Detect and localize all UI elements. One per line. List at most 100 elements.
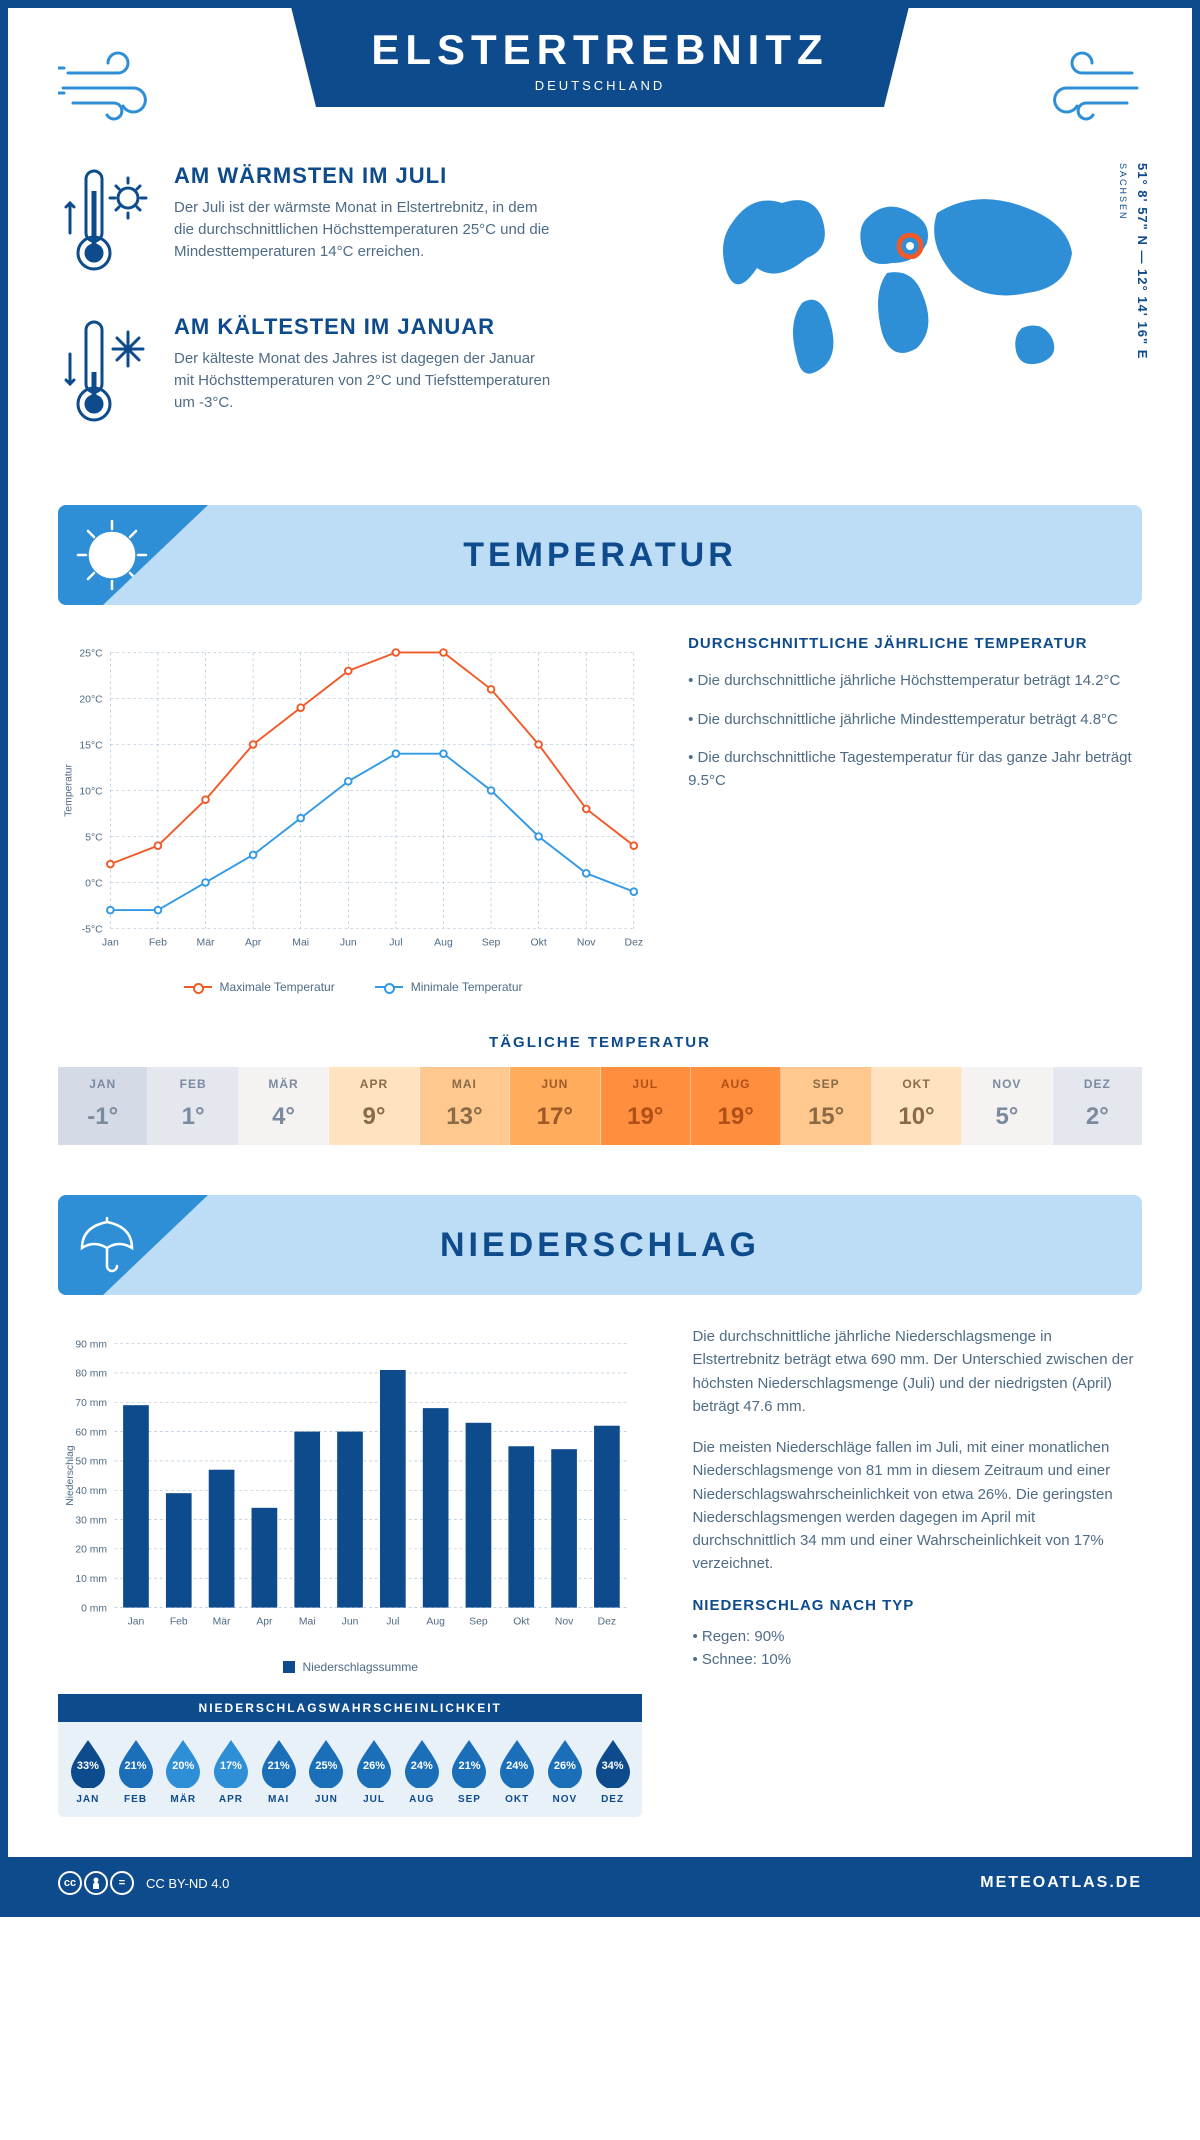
prob-month-label: OKT — [496, 1794, 538, 1805]
precip-chart-legend: Niederschlagssumme — [58, 1660, 642, 1674]
wind-icon-right — [1022, 38, 1142, 133]
svg-text:50 mm: 50 mm — [75, 1457, 107, 1468]
svg-text:Nov: Nov — [555, 1617, 574, 1628]
svg-text:Mai: Mai — [299, 1617, 316, 1628]
prob-drop: 25% — [305, 1736, 347, 1788]
temperature-section-bar: TEMPERATUR — [58, 505, 1142, 605]
prob-drop: 26% — [544, 1736, 586, 1788]
svg-text:Apr: Apr — [245, 938, 262, 949]
svg-text:Dez: Dez — [598, 1617, 616, 1628]
precip-type-item: • Regen: 90% — [692, 1625, 1142, 1648]
svg-text:5°C: 5°C — [85, 832, 103, 843]
svg-text:Jun: Jun — [340, 938, 357, 949]
daily-temp-cell: MÄR4° — [239, 1067, 329, 1145]
wind-icon-left — [58, 38, 178, 133]
site-name: METEOATLAS.DE — [980, 1874, 1142, 1892]
prob-month-label: JUN — [305, 1794, 347, 1805]
prob-month-label: DEZ — [592, 1794, 634, 1805]
daily-temp-cell: JUN17° — [510, 1067, 600, 1145]
svg-text:Okt: Okt — [513, 1617, 529, 1628]
prob-drop: 20% — [162, 1736, 204, 1788]
temperature-chart: -5°C0°C5°C10°C15°C20°C25°CJanFebMärAprMa… — [58, 635, 648, 965]
legend-min-label: Minimale Temperatur — [411, 980, 523, 994]
map-pin-icon — [897, 233, 923, 264]
daily-temp-cell: DEZ2° — [1053, 1067, 1142, 1145]
legend-max-label: Maximale Temperatur — [220, 980, 335, 994]
svg-text:Jan: Jan — [102, 938, 119, 949]
daily-temp-strip: JAN-1°FEB1°MÄR4°APR9°MAI13°JUN17°JUL19°A… — [58, 1067, 1142, 1145]
page-subtitle: DEUTSCHLAND — [371, 78, 828, 93]
precip-type-item: • Schnee: 10% — [692, 1648, 1142, 1671]
svg-text:Niederschlag: Niederschlag — [65, 1445, 76, 1506]
svg-text:Apr: Apr — [256, 1617, 273, 1628]
svg-text:Aug: Aug — [426, 1617, 445, 1628]
header: ELSTERTREBNITZ DEUTSCHLAND — [58, 38, 1142, 133]
svg-text:20°C: 20°C — [79, 694, 103, 705]
prob-drop: 24% — [401, 1736, 443, 1788]
svg-text:20 mm: 20 mm — [75, 1545, 107, 1556]
temperature-heading: TEMPERATUR — [58, 536, 1142, 575]
svg-text:40 mm: 40 mm — [75, 1486, 107, 1497]
prob-month-label: FEB — [115, 1794, 157, 1805]
world-map: SACHSEN 51° 8' 57" N — 12° 14' 16" E — [702, 163, 1142, 465]
temp-summary-heading: DURCHSCHNITTLICHE JÄHRLICHE TEMPERATUR — [688, 635, 1142, 652]
svg-text:Jul: Jul — [386, 1617, 399, 1628]
prob-month-label: AUG — [401, 1794, 443, 1805]
daily-temp-cell: OKT10° — [872, 1067, 962, 1145]
daily-temp-cell: JAN-1° — [58, 1067, 148, 1145]
precip-chart: 0 mm10 mm20 mm30 mm40 mm50 mm60 mm70 mm8… — [58, 1325, 642, 1645]
precip-probability-box: NIEDERSCHLAGSWAHRSCHEINLICHKEIT 33%21%20… — [58, 1694, 642, 1817]
prob-month-label: MAI — [258, 1794, 300, 1805]
svg-text:Jul: Jul — [389, 938, 402, 949]
coordinates-label: 51° 8' 57" N — 12° 14' 16" E — [1135, 163, 1150, 359]
daily-temp-cell: JUL19° — [601, 1067, 691, 1145]
daily-temp-heading: TÄGLICHE TEMPERATUR — [58, 1034, 1142, 1051]
svg-text:Mai: Mai — [292, 938, 309, 949]
temp-bullet: • Die durchschnittliche jährliche Mindes… — [688, 709, 1142, 732]
prob-drop: 33% — [67, 1736, 109, 1788]
svg-text:Aug: Aug — [434, 938, 453, 949]
svg-text:0°C: 0°C — [85, 878, 103, 889]
svg-text:70 mm: 70 mm — [75, 1398, 107, 1409]
precip-p2: Die meisten Niederschläge fallen im Juli… — [692, 1436, 1142, 1576]
daily-temp-cell: SEP15° — [781, 1067, 871, 1145]
precip-text: Die durchschnittliche jährliche Niedersc… — [692, 1325, 1142, 1817]
svg-text:60 mm: 60 mm — [75, 1427, 107, 1438]
svg-text:Mär: Mär — [197, 938, 216, 949]
footer: cc = CC BY-ND 4.0 METEOATLAS.DE — [8, 1857, 1192, 1909]
warmest-heading: AM WÄRMSTEN IM JULI — [174, 163, 554, 189]
svg-text:25°C: 25°C — [79, 648, 103, 659]
svg-text:15°C: 15°C — [79, 740, 103, 751]
precip-heading: NIEDERSCHLAG — [58, 1226, 1142, 1265]
thermometer-cold-icon — [58, 314, 158, 439]
prob-drop: 21% — [258, 1736, 300, 1788]
precip-p1: Die durchschnittliche jährliche Niedersc… — [692, 1325, 1142, 1418]
svg-text:90 mm: 90 mm — [75, 1339, 107, 1350]
page-title: ELSTERTREBNITZ — [371, 26, 828, 74]
coldest-heading: AM KÄLTESTEN IM JANUAR — [174, 314, 554, 340]
prob-heading: NIEDERSCHLAGSWAHRSCHEINLICHKEIT — [58, 1694, 642, 1722]
prob-month-label: MÄR — [162, 1794, 204, 1805]
region-label: SACHSEN — [1118, 163, 1128, 221]
prob-drop: 34% — [592, 1736, 634, 1788]
svg-text:10°C: 10°C — [79, 786, 103, 797]
temperature-summary: DURCHSCHNITTLICHE JÄHRLICHE TEMPERATUR •… — [688, 635, 1142, 994]
prob-drop: 26% — [353, 1736, 395, 1788]
temp-chart-legend: Maximale Temperatur Minimale Temperatur — [58, 980, 648, 994]
precip-section-bar: NIEDERSCHLAG — [58, 1195, 1142, 1295]
svg-text:Okt: Okt — [531, 938, 547, 949]
prob-drop: 21% — [115, 1736, 157, 1788]
svg-text:Dez: Dez — [625, 938, 644, 949]
intro-section: AM WÄRMSTEN IM JULI Der Juli ist der wär… — [58, 163, 1142, 465]
svg-text:Jan: Jan — [128, 1617, 145, 1628]
daily-temp-cell: NOV5° — [962, 1067, 1052, 1145]
precip-type-heading: NIEDERSCHLAG NACH TYP — [692, 1594, 1142, 1617]
prob-drop: 21% — [448, 1736, 490, 1788]
coldest-block: AM KÄLTESTEN IM JANUAR Der kälteste Mona… — [58, 314, 662, 439]
svg-text:80 mm: 80 mm — [75, 1369, 107, 1380]
daily-temp-cell: AUG19° — [691, 1067, 781, 1145]
svg-text:10 mm: 10 mm — [75, 1574, 107, 1585]
temp-bullet: • Die durchschnittliche jährliche Höchst… — [688, 670, 1142, 693]
prob-month-label: JUL — [353, 1794, 395, 1805]
precip-legend-label: Niederschlagssumme — [303, 1660, 418, 1674]
